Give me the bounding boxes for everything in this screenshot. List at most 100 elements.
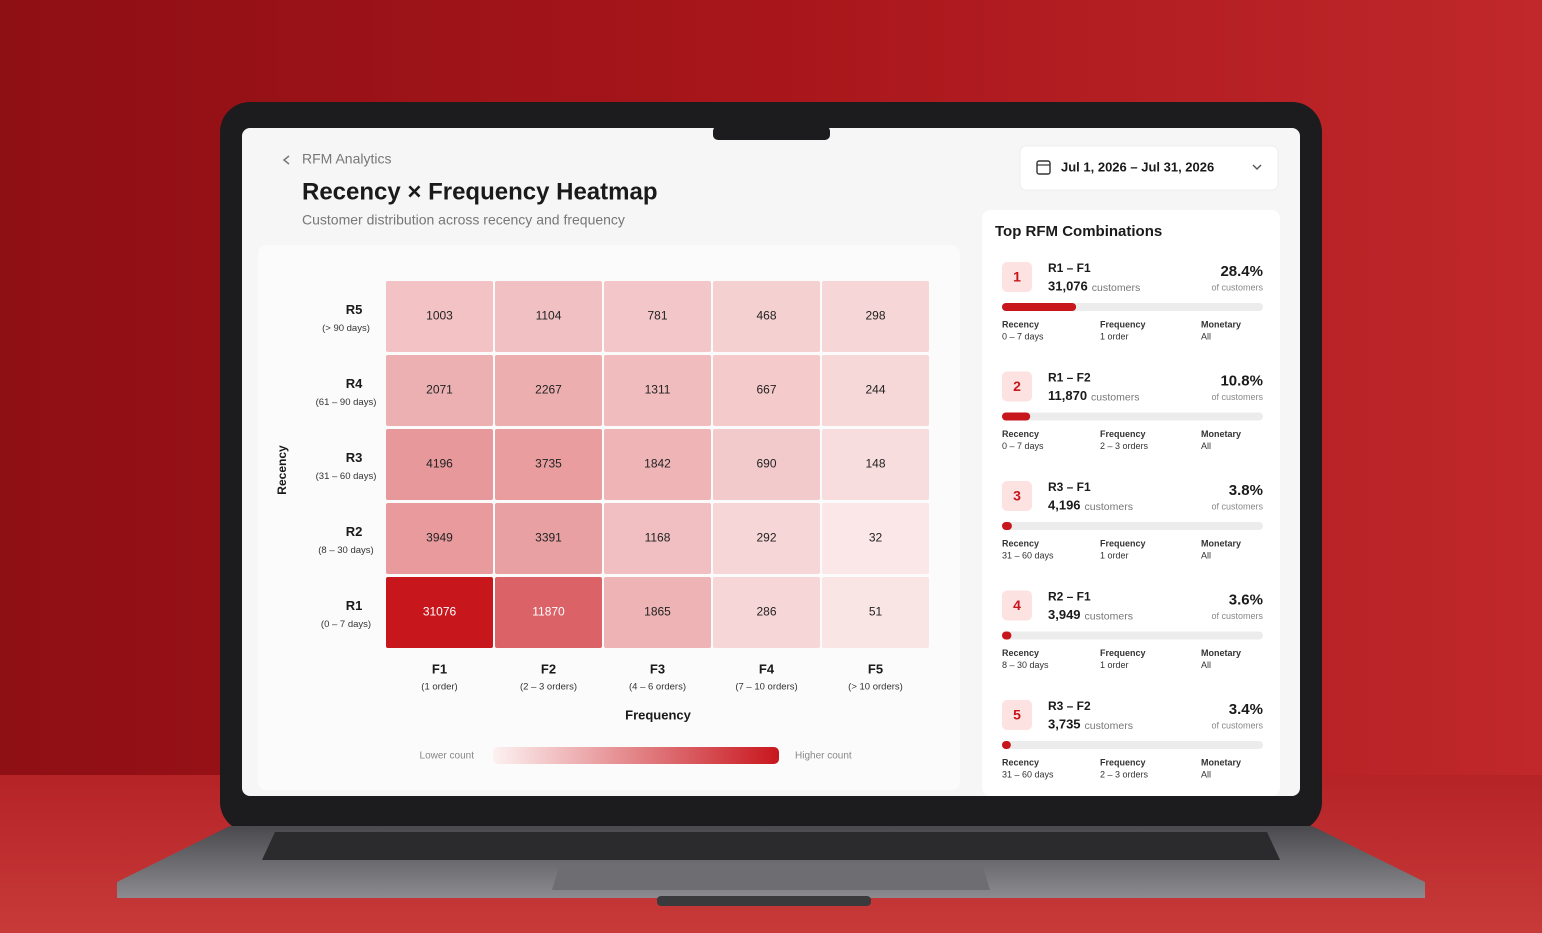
heatmap-cell [604, 503, 711, 574]
rank: 2 [1013, 378, 1021, 394]
combination-name: R3 – F2 [1048, 699, 1091, 713]
customer-unit: customers [1085, 610, 1133, 622]
notch [713, 126, 830, 140]
cell-value: 3735 [535, 457, 562, 471]
heatmap-cell [495, 503, 602, 574]
y-tick-sublabel: (31 – 60 days) [316, 471, 377, 482]
combination-name: R1 – F2 [1048, 371, 1091, 385]
dropdown-chevron[interactable] [1252, 164, 1262, 170]
legend-low: Lower count [420, 751, 475, 762]
recency-label: Recency [1002, 538, 1039, 548]
share: 3.4% [1229, 701, 1263, 718]
rank-badge [1002, 371, 1032, 402]
share-track [1002, 741, 1263, 749]
x-tick-sublabel: (2 – 3 orders) [520, 682, 577, 693]
heatmap-cell [604, 577, 711, 648]
trackpad [552, 864, 990, 890]
x-tick-label: F1 [432, 661, 447, 676]
heatmap-cell [822, 503, 929, 574]
date-range[interactable]: Jul 1, 2026 – Jul 31, 2026 [1061, 159, 1214, 174]
x-tick-label: F5 [868, 661, 883, 676]
x-tick-sublabel: (4 – 6 orders) [629, 682, 686, 693]
cell-value: 298 [865, 309, 885, 323]
heatmap-cell [822, 577, 929, 648]
heatmap-cell [713, 355, 820, 426]
cell-value: 1104 [536, 309, 562, 323]
x-tick-label: F2 [541, 661, 556, 676]
cell-value: 148 [865, 457, 885, 471]
back-icon[interactable] [282, 155, 290, 165]
cell-value: 31076 [423, 605, 457, 619]
heatmap-cell [713, 281, 820, 352]
heatmap-cell [713, 503, 820, 574]
frequency-label: Frequency [1100, 538, 1146, 548]
cell-value: 2071 [426, 383, 453, 397]
customer-unit: customers [1091, 391, 1139, 403]
share-bar [1002, 412, 1031, 421]
heatmap-cell [822, 281, 929, 352]
y-tick-sublabel: (8 – 30 days) [318, 545, 373, 556]
recency-label: Recency [1002, 757, 1039, 767]
share-note: of customers [1211, 501, 1263, 511]
cell-value: 1168 [645, 531, 671, 545]
heatmap-cell [713, 577, 820, 648]
customer-count: 4,196 [1048, 497, 1081, 512]
cell-value: 51 [869, 605, 883, 619]
breadcrumb[interactable]: RFM Analytics [302, 151, 391, 167]
rank: 4 [1013, 597, 1021, 613]
legend-high: Higher count [795, 751, 852, 762]
monetary-value: All [1201, 769, 1211, 779]
cell-value: 286 [756, 605, 776, 619]
page-title: Recency × Frequency Heatmap [302, 178, 658, 205]
combination-name: R1 – F1 [1048, 261, 1091, 275]
x-tick-label: F3 [650, 661, 665, 676]
frequency-label: Frequency [1100, 648, 1146, 658]
heatmap-cell [386, 281, 493, 352]
customer-unit: customers [1092, 282, 1140, 294]
frequency-value: 2 – 3 orders [1100, 441, 1149, 451]
frequency-label: Frequency [1100, 757, 1146, 767]
rank: 1 [1013, 269, 1021, 285]
heatmap-cell [386, 503, 493, 574]
cell-value: 32 [869, 531, 883, 545]
x-axis-label: Frequency [625, 707, 692, 722]
heatmap-cell [604, 355, 711, 426]
combination-name: R3 – F1 [1048, 480, 1091, 494]
heatmap-cell [822, 429, 929, 500]
cell-value: 781 [647, 309, 667, 323]
y-tick-sublabel: (0 – 7 days) [321, 619, 371, 630]
heatmap-cell [495, 355, 602, 426]
recency-label: Recency [1002, 429, 1039, 439]
frequency-label: Frequency [1100, 429, 1146, 439]
customer-count: 31,076 [1048, 278, 1088, 293]
monetary-value: All [1201, 441, 1211, 451]
monetary-label: Monetary [1201, 429, 1241, 439]
y-tick-label: R3 [346, 450, 363, 465]
frequency-value: 2 – 3 orders [1100, 769, 1149, 779]
cell-value: 690 [756, 457, 776, 471]
heatmap-cell [495, 429, 602, 500]
recency-value: 31 – 60 days [1002, 769, 1054, 779]
y-axis-label: Recency [275, 445, 289, 495]
y-tick-label: R2 [346, 524, 363, 539]
cell-value: 1311 [645, 383, 671, 397]
color-scale [493, 747, 779, 764]
recency-label: Recency [1002, 319, 1039, 329]
heatmap-cell [495, 577, 602, 648]
share: 28.4% [1220, 263, 1263, 280]
date-picker[interactable] [1019, 145, 1279, 191]
x-tick-label: F4 [759, 661, 775, 676]
recency-value: 31 – 60 days [1002, 550, 1054, 560]
hinge-foot [657, 896, 871, 906]
frequency-value: 1 order [1100, 660, 1129, 670]
rank-badge [1002, 700, 1032, 730]
cell-value: 292 [756, 531, 776, 545]
share: 3.6% [1229, 591, 1263, 608]
recency-value: 0 – 7 days [1002, 441, 1044, 451]
heatmap-cell [386, 429, 493, 500]
cell-value: 2267 [535, 383, 562, 397]
cell-value: 1842 [644, 457, 671, 471]
monetary-value: All [1201, 550, 1211, 560]
cell-value: 3949 [426, 531, 453, 545]
